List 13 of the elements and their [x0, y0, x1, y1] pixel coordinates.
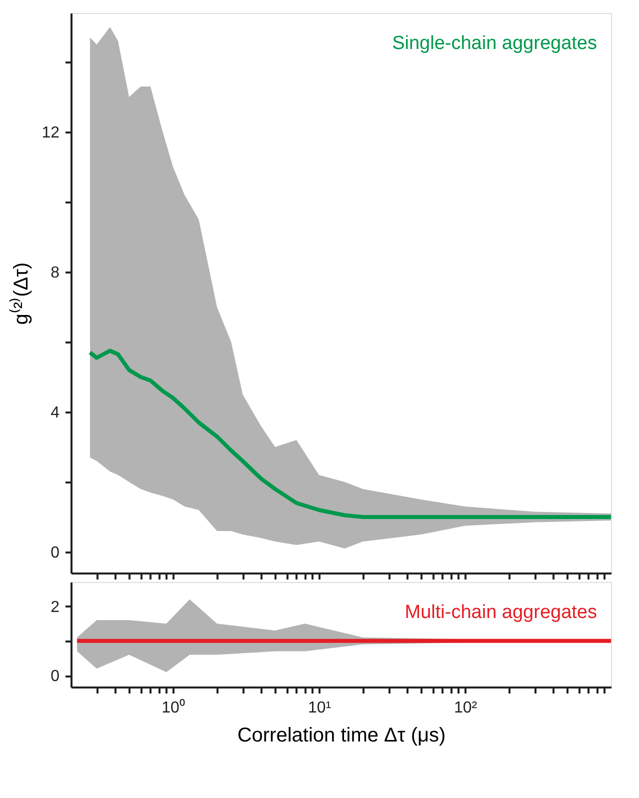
- y-tick-label: 2: [50, 598, 60, 616]
- y-axis-title: g⁽²⁾(Δτ): [8, 262, 33, 325]
- y-tick-label: 4: [50, 404, 60, 422]
- y-tick-label: 8: [50, 264, 60, 282]
- text: Single-chain aggregates: [392, 33, 597, 54]
- x-axis-title: Correlation time Δτ (μs): [237, 724, 446, 746]
- y-tick-label: 0: [50, 544, 60, 562]
- series-label: Multi-chain aggregates: [404, 602, 597, 623]
- y-tick-label: 12: [42, 124, 60, 142]
- x-tick-label: 10¹: [308, 700, 332, 716]
- y-tick-label: 0: [50, 668, 60, 686]
- x-tick-label: 10²: [454, 700, 478, 716]
- x-tick-label: 10⁰: [162, 698, 186, 716]
